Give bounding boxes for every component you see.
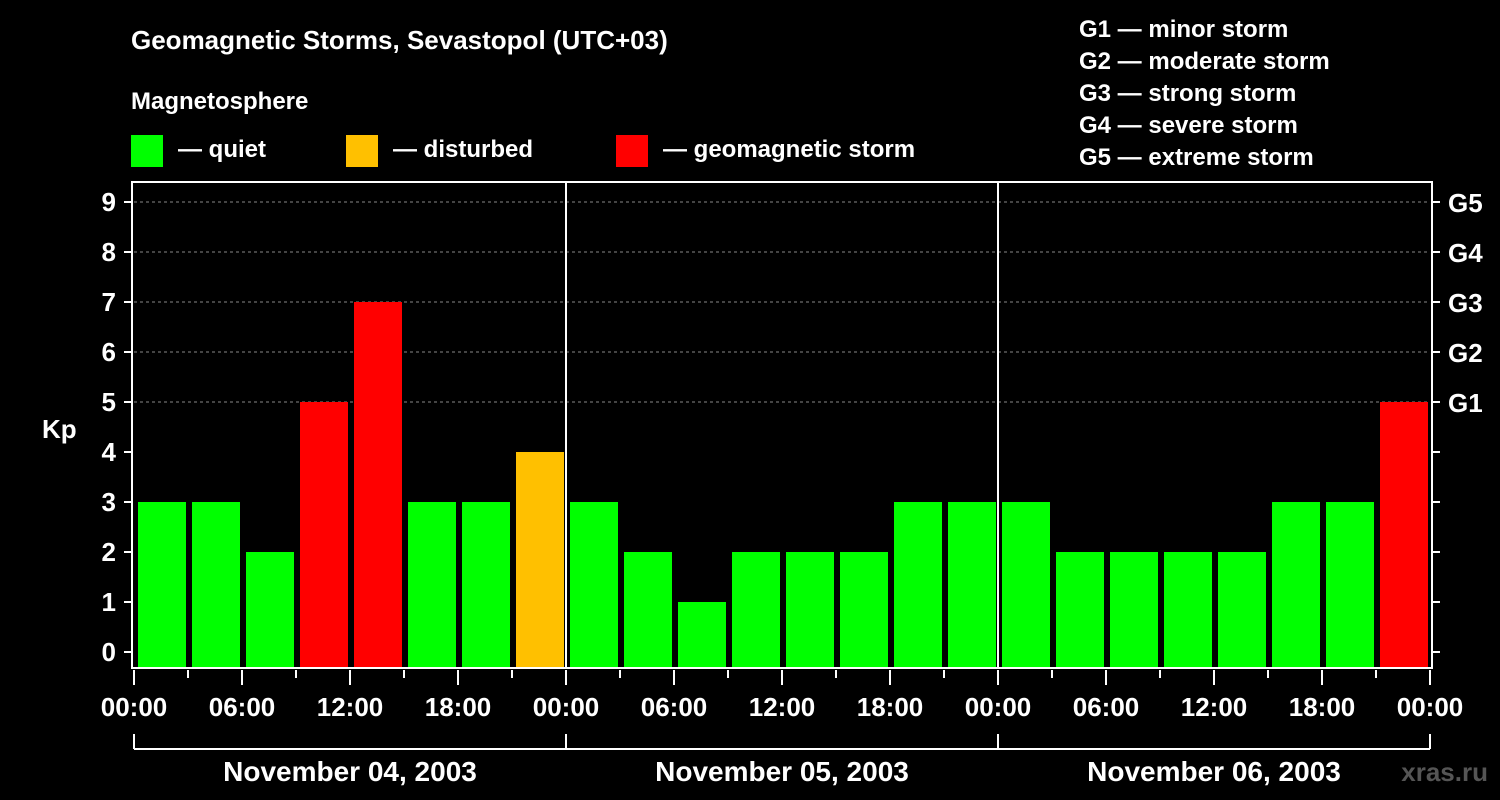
x-tick-label: 12:00 [749,692,816,722]
x-tick-label: 00:00 [101,692,168,722]
bar-kp-11 [732,552,780,668]
bar-kp-21 [1272,502,1320,668]
y-tick-label: 8 [102,237,116,267]
scale-legend-item: G5 — extreme storm [1079,144,1314,171]
x-tick-label: 00:00 [533,692,600,722]
bar-kp-23 [1380,402,1428,668]
g-scale-label: G3 [1448,288,1483,318]
bar-kp-16 [1002,502,1050,668]
y-tick-label: 0 [102,637,116,667]
bar-kp-5 [408,502,456,668]
g-scale-label: G5 [1448,188,1483,218]
x-tick-label: 06:00 [209,692,276,722]
y-tick-label: 1 [102,587,116,617]
plot-frame [131,181,1433,669]
bar-kp-14 [894,502,942,668]
chart-title: Geomagnetic Storms, Sevastopol (UTC+03) [131,25,668,55]
day-label: November 05, 2003 [655,756,909,787]
legend-label: — geomagnetic storm [663,136,915,163]
bar-kp-3 [300,402,348,668]
scale-legend-item: G3 — strong storm [1079,80,1296,107]
bar-kp-4 [354,302,402,668]
y-axis-label: Kp [42,414,77,444]
y-tick-label: 2 [102,537,116,567]
y-tick-label: 4 [102,437,117,467]
bar-kp-7 [516,452,564,668]
bar-kp-0 [138,502,186,668]
y-tick-label: 3 [102,487,116,517]
legend-label: — quiet [178,136,266,163]
bar-kp-19 [1164,552,1212,668]
bar-kp-10 [678,602,726,668]
bar-kp-9 [624,552,672,668]
y-tick-label: 6 [102,337,116,367]
x-tick-label: 12:00 [317,692,384,722]
y-tick-label: 5 [102,387,116,417]
bar-kp-13 [840,552,888,668]
x-tick-label: 06:00 [1073,692,1140,722]
bar-kp-18 [1110,552,1158,668]
x-tick-label: 06:00 [641,692,708,722]
x-tick-label: 00:00 [1397,692,1464,722]
bar-kp-2 [246,552,294,668]
legend-title: Magnetosphere [131,88,308,115]
watermark: xras.ru [1401,757,1488,787]
day-label: November 06, 2003 [1087,756,1341,787]
x-tick-label: 18:00 [857,692,924,722]
x-tick-label: 12:00 [1181,692,1248,722]
legend-swatch [616,135,648,167]
scale-legend-item: G1 — minor storm [1079,16,1288,43]
bar-kp-1 [192,502,240,668]
bar-kp-6 [462,502,510,668]
bar-kp-17 [1056,552,1104,668]
bar-kp-22 [1326,502,1374,668]
x-tick-label: 00:00 [965,692,1032,722]
y-tick-label: 7 [102,287,116,317]
legend-swatch [131,135,163,167]
legend-label: — disturbed [393,136,533,163]
g-scale-label: G4 [1448,238,1483,268]
bar-kp-20 [1218,552,1266,668]
x-tick-label: 18:00 [1289,692,1356,722]
x-tick-label: 18:00 [425,692,492,722]
g-scale-label: G2 [1448,338,1483,368]
y-tick-label: 9 [102,187,116,217]
g-scale-label: G1 [1448,388,1483,418]
legend-swatch [346,135,378,167]
scale-legend-item: G2 — moderate storm [1079,48,1330,75]
bar-kp-8 [570,502,618,668]
bar-kp-15 [948,502,996,668]
day-label: November 04, 2003 [223,756,477,787]
scale-legend-item: G4 — severe storm [1079,112,1298,139]
bar-kp-12 [786,552,834,668]
